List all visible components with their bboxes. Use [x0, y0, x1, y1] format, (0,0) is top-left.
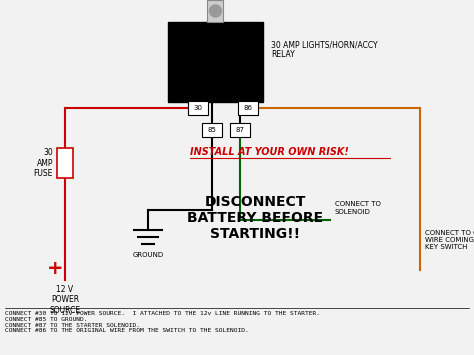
Bar: [238, 101, 258, 115]
Text: 12 V
POWER
SOURCE: 12 V POWER SOURCE: [49, 285, 81, 315]
Circle shape: [210, 5, 221, 17]
Text: CONNECT TO
SOLENOID: CONNECT TO SOLENOID: [335, 202, 381, 214]
Text: 87: 87: [236, 127, 245, 133]
Text: CONNECT #30 TO 12v POWER SOURCE.  I ATTACHED TO THE 12v LINE RUNNING TO THE STAR: CONNECT #30 TO 12v POWER SOURCE. I ATTAC…: [5, 311, 320, 333]
Text: GROUND: GROUND: [132, 252, 164, 258]
Text: 30
AMP
FUSE: 30 AMP FUSE: [34, 148, 53, 178]
Bar: [57, 148, 73, 178]
Bar: [202, 123, 222, 137]
Bar: [208, 0, 224, 22]
Text: DISCONNECT
BATTERY BEFORE
STARTING!!: DISCONNECT BATTERY BEFORE STARTING!!: [187, 195, 323, 241]
Bar: [188, 101, 208, 115]
Text: +: +: [47, 258, 63, 278]
Bar: [230, 123, 250, 137]
Text: 30 AMP LIGHTS/HORN/ACCY
RELAY: 30 AMP LIGHTS/HORN/ACCY RELAY: [271, 40, 378, 59]
Text: 85: 85: [208, 127, 217, 133]
Text: 30: 30: [193, 105, 202, 111]
Text: CONNECT TO ORIGINAL
WIRE COMING FROM
KEY SWITCH: CONNECT TO ORIGINAL WIRE COMING FROM KEY…: [425, 230, 474, 250]
Text: INSTALL AT YOUR OWN RISK!: INSTALL AT YOUR OWN RISK!: [190, 147, 349, 157]
Bar: [168, 22, 263, 102]
Text: 86: 86: [244, 105, 253, 111]
